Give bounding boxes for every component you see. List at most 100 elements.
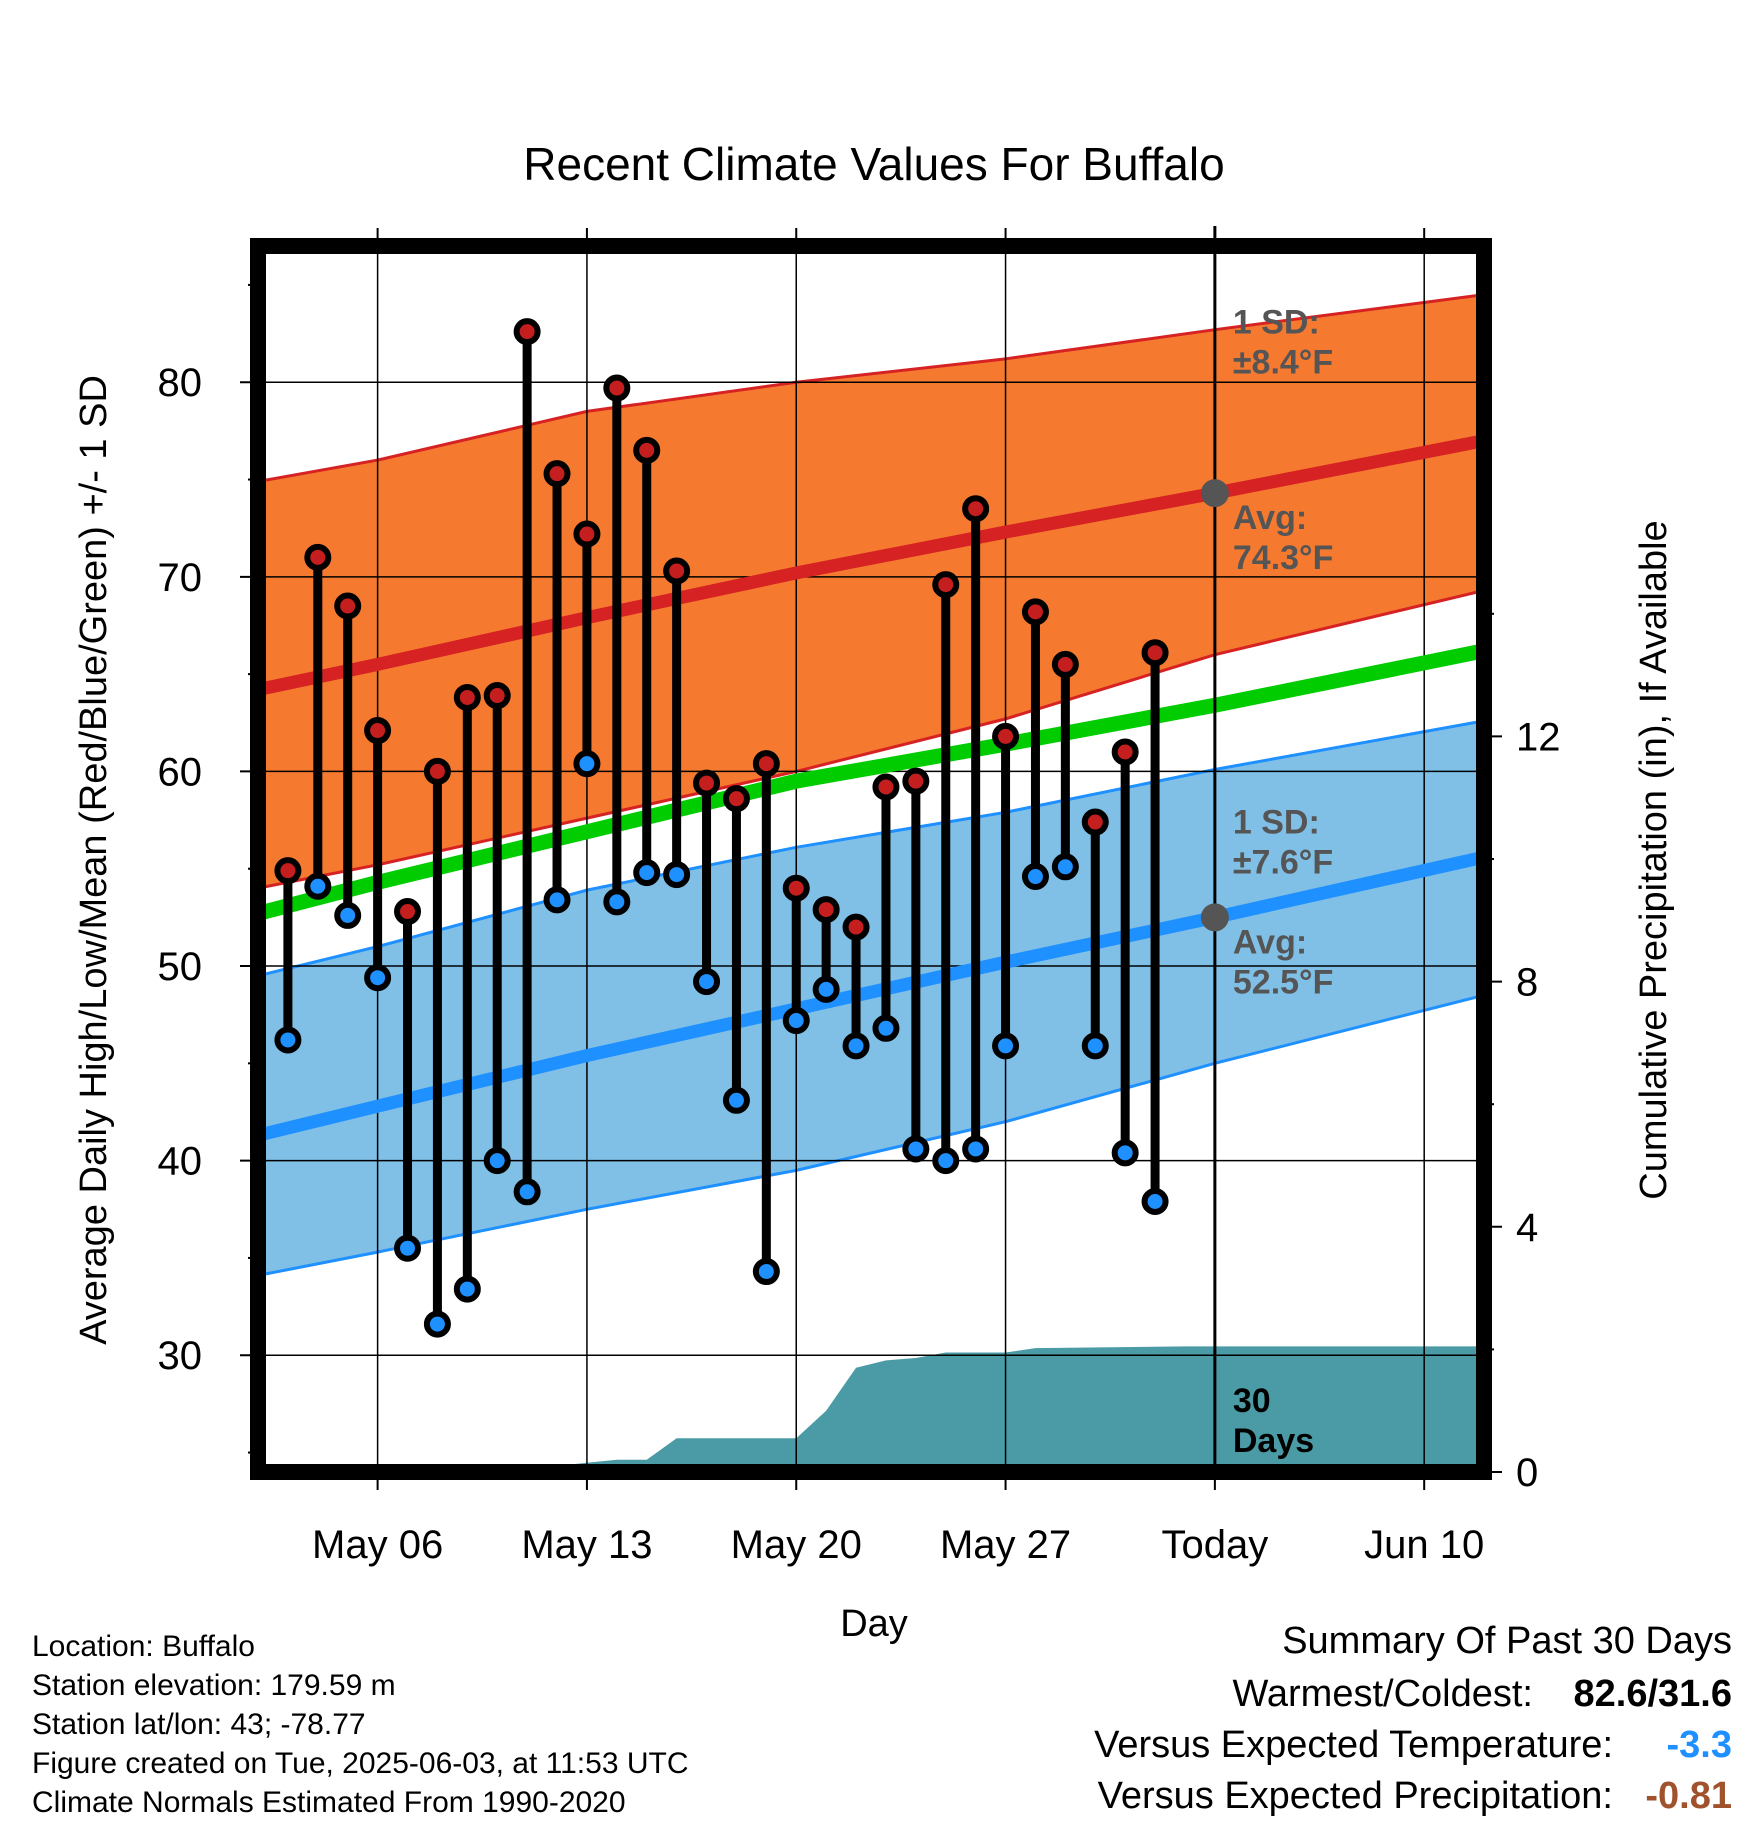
high-temp-marker bbox=[1081, 808, 1109, 836]
low-temp-marker bbox=[304, 872, 332, 900]
x-tick-label: May 06 bbox=[312, 1523, 443, 1567]
precip-area bbox=[258, 1346, 1484, 1472]
high-avg-annotation-line: Avg: bbox=[1233, 499, 1307, 537]
summary-precip-value: -0.81 bbox=[1645, 1775, 1732, 1817]
high-temp-marker bbox=[394, 898, 422, 926]
high-temp-marker bbox=[812, 896, 840, 924]
low-temp-marker bbox=[1111, 1139, 1139, 1167]
high-temp-marker bbox=[1051, 650, 1079, 678]
low-temp-marker bbox=[663, 861, 691, 889]
high-temp-marker bbox=[722, 785, 750, 813]
low-temp-marker bbox=[603, 888, 631, 916]
low-temp-marker bbox=[1021, 863, 1049, 891]
axes: 30 40 50 60 70 80 0 4 8 12 May 06 May 13 May 20 May 2… bbox=[158, 228, 1561, 1567]
low-temp-marker bbox=[1081, 1032, 1109, 1060]
high-temp-marker bbox=[274, 857, 302, 885]
low-temp-marker bbox=[274, 1026, 302, 1054]
low-temp-marker bbox=[423, 1310, 451, 1338]
high-temp-marker bbox=[872, 773, 900, 801]
high-temp-marker bbox=[782, 874, 810, 902]
y2-axis-label: Cumulative Precipitation (in), If Availa… bbox=[1633, 520, 1675, 1199]
high-temp-marker bbox=[573, 520, 601, 548]
high-temp-marker bbox=[663, 557, 691, 585]
low-temp-marker bbox=[483, 1147, 511, 1175]
x-tick-label: Jun 10 bbox=[1364, 1523, 1484, 1567]
precip-days-annotation-line: Days bbox=[1233, 1422, 1314, 1460]
high-temp-marker bbox=[932, 571, 960, 599]
summary-warm-cold-value: 82.6/31.6 bbox=[1573, 1673, 1732, 1715]
low-temp-marker bbox=[543, 886, 571, 914]
low-temp-marker bbox=[513, 1178, 541, 1206]
low-temp-marker bbox=[1051, 853, 1079, 881]
y-tick-label: 30 bbox=[158, 1334, 203, 1378]
x-tick-label: May 20 bbox=[731, 1523, 862, 1567]
high-temp-marker bbox=[1111, 738, 1139, 766]
today-high-avg-marker bbox=[1200, 479, 1229, 508]
low-temp-marker bbox=[364, 964, 392, 992]
low-temp-marker bbox=[752, 1258, 780, 1286]
x-tick-label: May 13 bbox=[521, 1523, 652, 1567]
x-axis-label: Day bbox=[840, 1603, 908, 1645]
high-sd-annotation-line: ±8.4°F bbox=[1233, 344, 1333, 382]
info-location: Location: Buffalo bbox=[32, 1630, 255, 1663]
low-sd-annotation-line: ±7.6°F bbox=[1233, 843, 1333, 881]
high-temp-marker bbox=[693, 769, 721, 797]
high-sd-annotation-line: 1 SD: bbox=[1233, 304, 1320, 342]
high-temp-marker bbox=[992, 722, 1020, 750]
low-sd-annotation-line: 1 SD: bbox=[1233, 803, 1320, 841]
low-temp-marker bbox=[573, 750, 601, 778]
low-temp-marker bbox=[992, 1032, 1020, 1060]
low-temp-marker bbox=[453, 1275, 481, 1303]
y-tick-label: 80 bbox=[158, 361, 203, 405]
low-temp-marker bbox=[932, 1147, 960, 1175]
high-avg-annotation-line: 74.3°F bbox=[1233, 539, 1334, 577]
x-tick-label: May 27 bbox=[940, 1523, 1071, 1567]
low-temp-marker bbox=[693, 968, 721, 996]
chart-title: Recent Climate Values For Buffalo bbox=[523, 138, 1224, 190]
x-tick-label: Today bbox=[1162, 1523, 1269, 1567]
y-tick-label: 50 bbox=[158, 945, 203, 989]
high-temp-marker bbox=[1141, 639, 1169, 667]
low-temp-marker bbox=[633, 859, 661, 887]
info-elevation: Station elevation: 179.59 m bbox=[32, 1669, 396, 1702]
low-temp-marker bbox=[394, 1234, 422, 1262]
high-temp-marker bbox=[304, 543, 332, 571]
low-temp-marker bbox=[962, 1135, 990, 1163]
y-tick-label: 60 bbox=[158, 750, 203, 794]
high-temp-marker bbox=[902, 767, 930, 795]
high-temp-marker bbox=[334, 592, 362, 620]
high-temp-marker bbox=[962, 495, 990, 523]
high-temp-marker bbox=[543, 460, 571, 488]
today-low-avg-marker bbox=[1200, 903, 1229, 932]
summary-temp-label: Versus Expected Temperature: bbox=[1094, 1724, 1613, 1766]
low-temp-marker bbox=[782, 1007, 810, 1035]
y2-tick-label: 0 bbox=[1516, 1451, 1538, 1495]
info-created: Figure created on Tue, 2025-06-03, at 11… bbox=[32, 1747, 689, 1780]
summary-title: Summary Of Past 30 Days bbox=[1282, 1620, 1732, 1662]
summary-warm-cold-label: Warmest/Coldest: bbox=[1232, 1673, 1533, 1715]
low-temp-marker bbox=[902, 1135, 930, 1163]
y-tick-label: 70 bbox=[158, 556, 203, 600]
plot-area bbox=[258, 246, 1484, 1472]
low-avg-annotation-line: Avg: bbox=[1233, 923, 1307, 961]
high-temp-marker bbox=[633, 436, 661, 464]
high-temp-marker bbox=[423, 757, 451, 785]
high-sd-band bbox=[258, 294, 1484, 889]
summary-temp-value: -3.3 bbox=[1666, 1724, 1732, 1766]
low-temp-marker bbox=[812, 975, 840, 1003]
info-normals: Climate Normals Estimated From 1990-2020 bbox=[32, 1786, 626, 1819]
low-temp-marker bbox=[872, 1014, 900, 1042]
y2-tick-label: 4 bbox=[1516, 1206, 1538, 1250]
y-tick-label: 40 bbox=[158, 1140, 203, 1184]
low-avg-annotation-line: 52.5°F bbox=[1233, 963, 1334, 1001]
high-temp-marker bbox=[364, 717, 392, 745]
y-axis-label: Average Daily High/Low/Mean (Red/Blue/Gr… bbox=[73, 375, 115, 1345]
high-temp-marker bbox=[842, 913, 870, 941]
high-temp-marker bbox=[603, 374, 631, 402]
low-temp-marker bbox=[722, 1086, 750, 1114]
precip-days-annotation-line: 30 bbox=[1233, 1382, 1271, 1420]
low-temp-marker bbox=[842, 1032, 870, 1060]
high-temp-marker bbox=[453, 683, 481, 711]
